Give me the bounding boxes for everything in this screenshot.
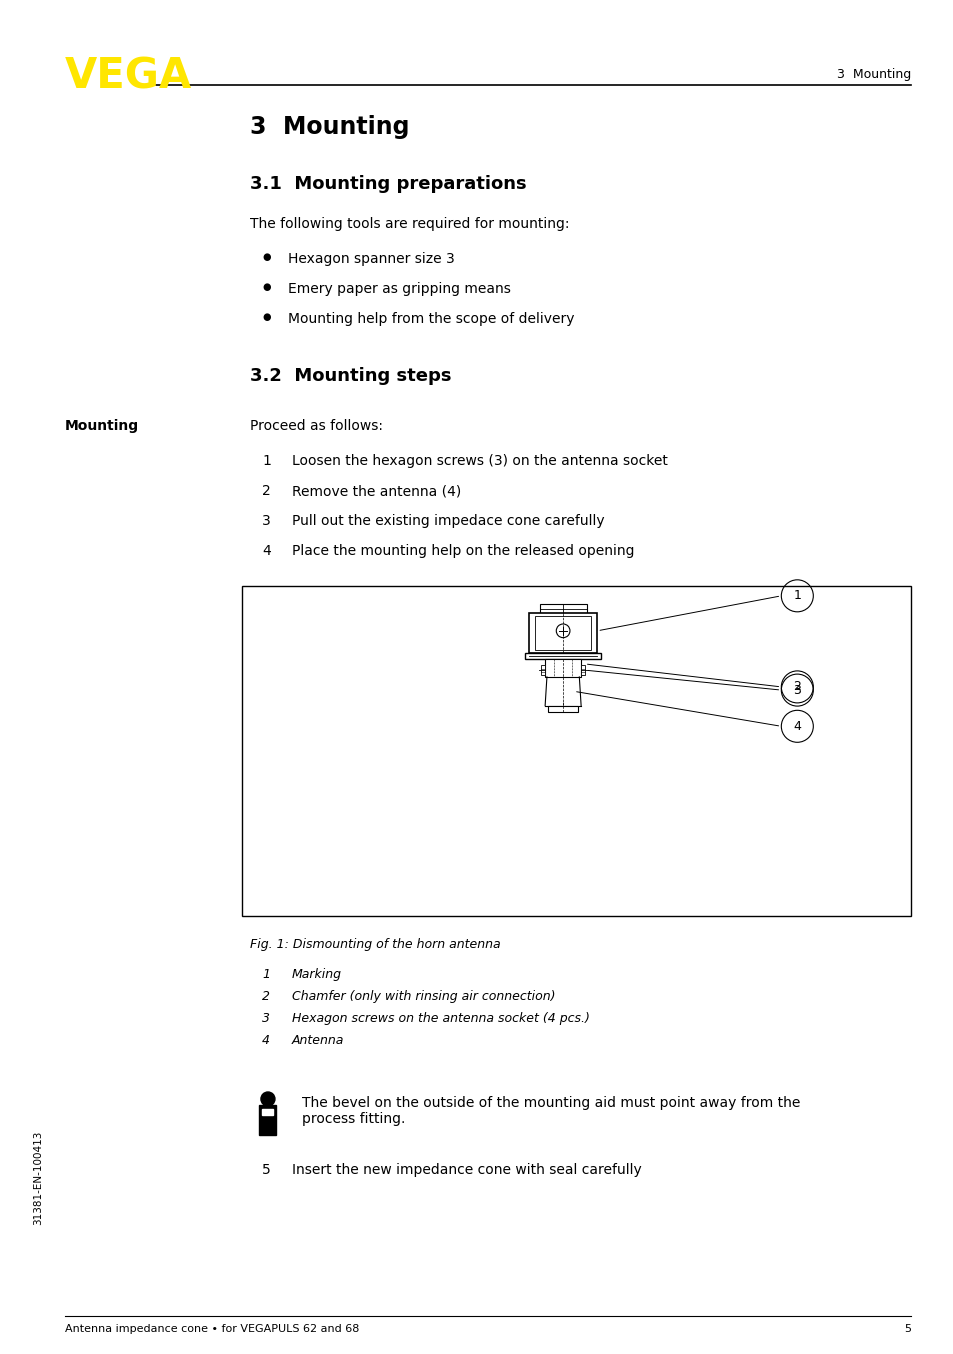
Text: Marking: Marking [292, 968, 341, 982]
Text: 4: 4 [262, 1034, 270, 1047]
Bar [262, 1109, 274, 1114]
Text: Antenna impedance cone • for VEGAPULS 62 and 68: Antenna impedance cone • for VEGAPULS 62… [65, 1324, 359, 1334]
Text: Mounting: Mounting [65, 418, 139, 433]
Text: The bevel on the outside of the mounting aid must point away from the
process fi: The bevel on the outside of the mounting… [302, 1095, 800, 1127]
Text: 3  Mounting: 3 Mounting [250, 115, 409, 139]
Text: Mounting help from the scope of delivery: Mounting help from the scope of delivery [288, 311, 574, 326]
Text: 3.1  Mounting preparations: 3.1 Mounting preparations [250, 175, 526, 194]
Text: 2: 2 [262, 483, 271, 498]
Bar [242, 586, 910, 917]
Text: Remove the antenna (4): Remove the antenna (4) [292, 483, 460, 498]
Text: 3  Mounting: 3 Mounting [836, 68, 910, 81]
Text: Antenna: Antenna [292, 1034, 344, 1047]
Text: 1: 1 [262, 454, 271, 468]
Text: 4: 4 [262, 544, 271, 558]
Text: Chamfer (only with rinsing air connection): Chamfer (only with rinsing air connectio… [292, 990, 555, 1003]
Text: 3: 3 [262, 515, 271, 528]
Bar [259, 1105, 276, 1135]
Text: Pull out the existing impedace cone carefully: Pull out the existing impedace cone care… [292, 515, 604, 528]
Text: ●: ● [262, 252, 270, 263]
Text: Hexagon spanner size 3: Hexagon spanner size 3 [288, 252, 455, 265]
Text: 4: 4 [793, 720, 801, 733]
Bar [580, 665, 584, 676]
Text: Proceed as follows:: Proceed as follows: [250, 418, 382, 433]
Text: 3: 3 [262, 1011, 270, 1025]
Bar [547, 705, 578, 712]
Text: Insert the new impedance cone with seal carefully: Insert the new impedance cone with seal … [292, 1163, 641, 1177]
Text: 3: 3 [793, 684, 801, 696]
Text: The following tools are required for mounting:: The following tools are required for mou… [250, 217, 569, 232]
Text: ●: ● [262, 311, 270, 322]
Text: Hexagon screws on the antenna socket (4 pcs.): Hexagon screws on the antenna socket (4 … [292, 1011, 589, 1025]
Text: Loosen the hexagon screws (3) on the antenna socket: Loosen the hexagon screws (3) on the ant… [292, 454, 667, 468]
Bar [540, 665, 544, 676]
Text: 2: 2 [793, 681, 801, 693]
Text: Fig. 1: Dismounting of the horn antenna: Fig. 1: Dismounting of the horn antenna [250, 938, 500, 951]
Bar [544, 659, 580, 677]
Text: 5: 5 [262, 1163, 271, 1177]
Text: 3.2  Mounting steps: 3.2 Mounting steps [250, 367, 451, 385]
Circle shape [261, 1091, 274, 1106]
Text: VEGA: VEGA [65, 56, 192, 97]
Bar [525, 653, 600, 659]
Bar [528, 613, 597, 653]
Bar [535, 616, 591, 650]
Text: 1: 1 [793, 589, 801, 603]
Text: 2: 2 [262, 990, 270, 1003]
Text: Place the mounting help on the released opening: Place the mounting help on the released … [292, 544, 634, 558]
Text: Emery paper as gripping means: Emery paper as gripping means [288, 282, 510, 297]
Bar [539, 604, 586, 613]
Text: 5: 5 [903, 1324, 910, 1334]
Text: 31381-EN-100413: 31381-EN-100413 [33, 1131, 43, 1225]
Text: 1: 1 [262, 968, 270, 982]
Text: ●: ● [262, 282, 270, 292]
